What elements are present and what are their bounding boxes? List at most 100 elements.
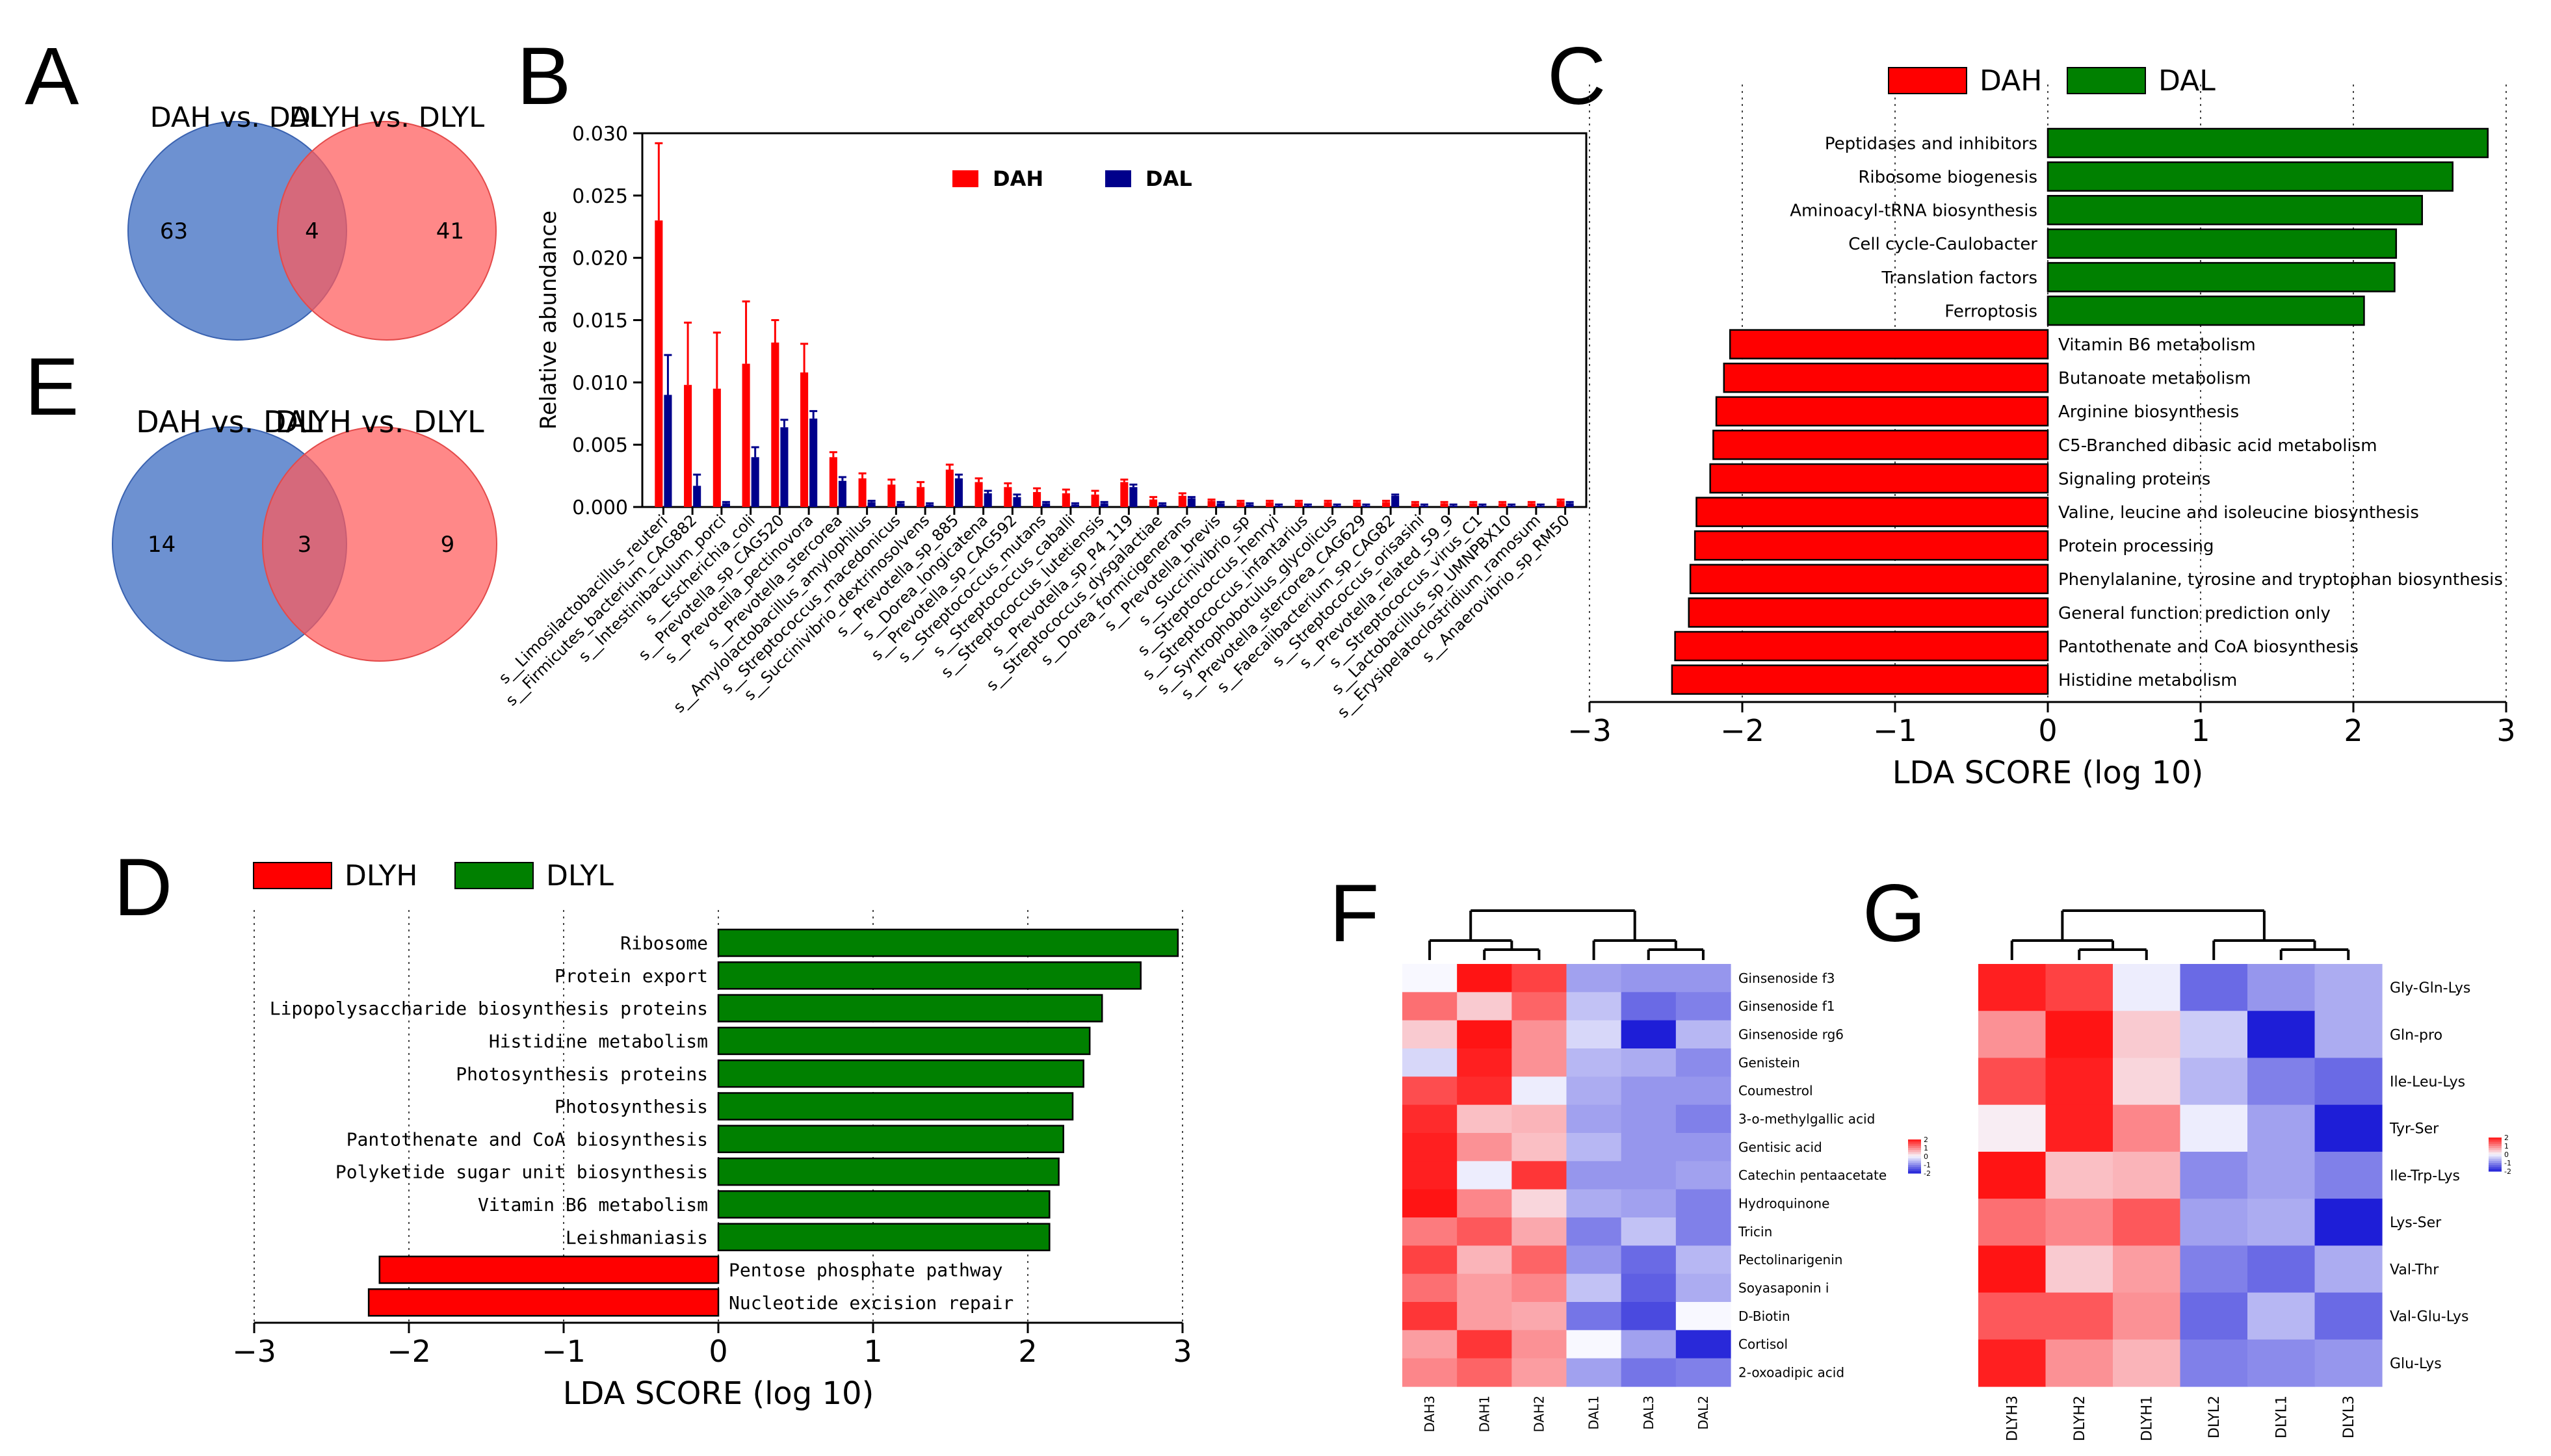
column-label: DAH3	[1422, 1396, 1437, 1433]
colorbar-segment	[2489, 1146, 2502, 1149]
row-label: Glu-Lys	[2390, 1356, 2442, 1372]
lda-label: Leishmaniasis	[566, 1227, 708, 1248]
heatmap-cell	[2247, 964, 2316, 1011]
panel-label-f: F	[1329, 868, 1379, 959]
row-label: Ile-Trp-Lys	[2390, 1168, 2460, 1184]
heatmap-cell	[1457, 964, 1512, 993]
colorbar-tick-label: 2	[2504, 1134, 2509, 1142]
bar-dal	[722, 503, 730, 507]
venn-count-right: 9	[441, 532, 455, 558]
heatmap-cell	[1621, 1189, 1677, 1218]
bar-dal	[1478, 506, 1487, 507]
bar-dal	[838, 480, 846, 507]
colorbar-segment	[2489, 1158, 2502, 1162]
lda-label: Cell cycle-Caulobacter	[1848, 235, 2037, 254]
heatmap-cell	[1457, 992, 1512, 1021]
colorbar-tick-label: -2	[1924, 1169, 1931, 1178]
venn-circle-right	[262, 426, 497, 662]
heatmap-cell	[1402, 1133, 1458, 1162]
heatmap-cell	[1566, 1020, 1622, 1049]
x-tick-label: −2	[387, 1334, 431, 1369]
heatmap-cell	[1621, 1133, 1677, 1162]
heatmap-cell	[1621, 1161, 1677, 1190]
heatmap-cell	[2314, 964, 2383, 1011]
column-label: DLYH1	[2139, 1396, 2155, 1441]
row-label: Gly-Gln-Lys	[2390, 980, 2470, 996]
heatmap-cell	[1511, 992, 1567, 1021]
bar-dal	[693, 486, 701, 507]
bar-dah	[1294, 502, 1303, 507]
heatmap-cell	[1511, 1245, 1567, 1275]
heatmap-cell	[1566, 1358, 1622, 1387]
y-tick-label: 0.000	[572, 497, 628, 519]
legend-label-dah: DAH	[993, 166, 1043, 191]
bar-dal	[780, 427, 789, 507]
colorbar-segment	[2489, 1141, 2502, 1145]
venn-count-left: 63	[160, 218, 188, 244]
lda-label: Lipopolysaccharide biosynthesis proteins	[270, 998, 708, 1019]
bar-dal	[664, 395, 672, 507]
colorbar-tick-label: -2	[2504, 1167, 2511, 1176]
heatmap-cell	[2180, 1151, 2248, 1199]
bar-dal	[1565, 503, 1574, 507]
bar-dal	[1391, 495, 1400, 507]
heatmap-cell	[2247, 1104, 2316, 1152]
legend-label-dlyh: DLYH	[345, 859, 418, 892]
heatmap-cell	[2113, 1292, 2181, 1340]
legend-swatch-dlyh	[253, 862, 332, 889]
colorbar-segment	[1908, 1165, 1921, 1167]
lda-bar	[717, 1223, 1051, 1251]
heatmap-cell	[1511, 1104, 1567, 1134]
colorbar-segment	[1908, 1141, 1921, 1144]
heatmap-cell	[1402, 992, 1458, 1021]
bar-dah	[1120, 482, 1129, 507]
bar-dal	[1216, 503, 1225, 507]
lda-bar	[717, 961, 1142, 990]
colorbar-segment	[1908, 1156, 1921, 1159]
bar-dal	[1275, 506, 1283, 507]
heatmap-cell	[1511, 1330, 1567, 1359]
venn-label-left: DAH vs. DAL	[136, 404, 323, 439]
column-label: DLYH2	[2072, 1396, 2088, 1441]
bar-dal	[1129, 487, 1138, 507]
heatmap-cell	[2113, 1011, 2181, 1059]
heatmap-cell	[1675, 1245, 1731, 1275]
lda-bar	[378, 1255, 720, 1284]
heatmap-cell	[1621, 1302, 1677, 1331]
y-tick-label: 0.030	[572, 123, 628, 146]
lda-bar	[717, 928, 1179, 957]
lda-bar	[1688, 597, 2049, 628]
row-label: Ginsenoside f1	[1738, 998, 1835, 1014]
bar-dah	[713, 388, 721, 507]
colorbar-segment	[2489, 1148, 2502, 1150]
heatmap-cell	[1457, 1273, 1512, 1303]
colorbar-segment	[2489, 1138, 2502, 1140]
venn-count-overlap: 3	[298, 532, 312, 558]
heatmap-metabolites: Ginsenoside f3 Ginsenoside f1 Ginsenoside …	[1402, 909, 1931, 1433]
heatmap-cell	[1402, 1161, 1458, 1190]
heatmap-cell	[1978, 1011, 2047, 1059]
heatmap-cell	[1457, 1048, 1512, 1077]
bar-dal	[1071, 504, 1079, 507]
legend-swatch-dah	[952, 170, 978, 187]
lda-bar	[717, 1124, 1064, 1154]
bar-dah	[684, 385, 692, 507]
bar-dal	[809, 418, 818, 507]
colorbar-segment	[2489, 1160, 2502, 1164]
heatmap-cell	[1621, 1273, 1677, 1303]
heatmap-cell	[1566, 1330, 1622, 1359]
lda-label: Pantothenate and CoA biosynthesis	[2058, 637, 2359, 656]
heatmap-cell	[1511, 1358, 1567, 1387]
row-label: Ginsenoside rg6	[1738, 1027, 1844, 1043]
lda-chart-dlyh-dlyl: −3 −2 −1 0 1 2 3 LDA SCORE (log 10) DLYH DLYL Ribo…	[232, 859, 1192, 1412]
x-axis-title: LDA SCORE (log 10)	[563, 1375, 874, 1412]
heatmap-cell	[2180, 1058, 2248, 1106]
bar-dal	[1362, 506, 1370, 507]
bar-dah	[1469, 503, 1478, 507]
venn-circle-right	[277, 121, 497, 341]
bar-dal	[1013, 497, 1021, 507]
legend-swatch-dal	[1105, 170, 1131, 187]
venn-label-right: DLYH vs. DLYL	[275, 404, 484, 439]
row-label: Ile-Leu-Lys	[2390, 1074, 2465, 1090]
heatmap-cell	[2314, 1245, 2383, 1294]
